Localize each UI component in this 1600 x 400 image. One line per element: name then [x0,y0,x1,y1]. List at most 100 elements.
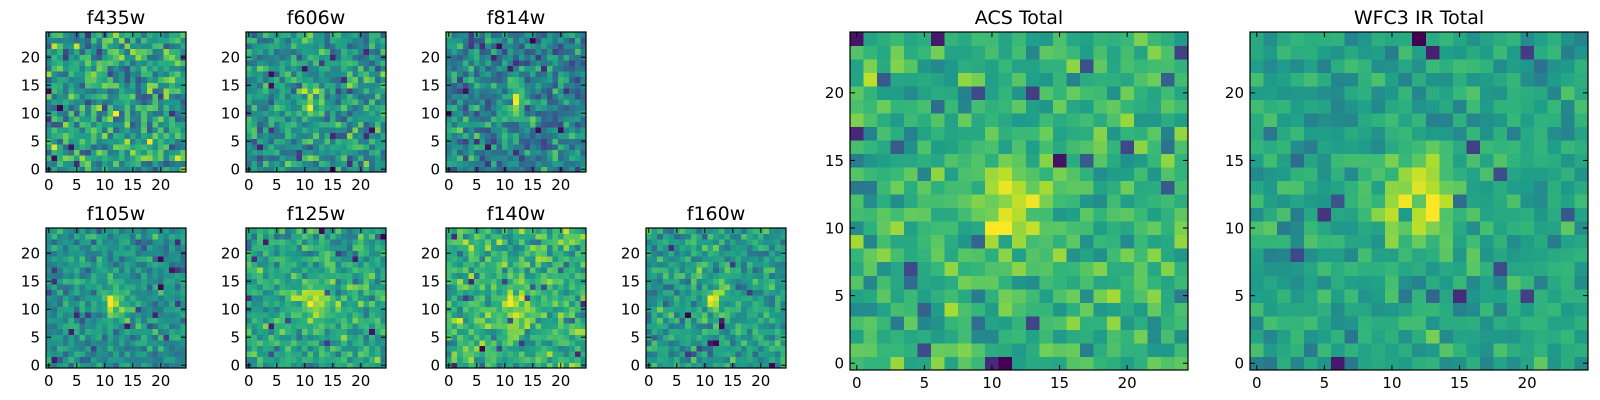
heatmap-cell [462,334,469,341]
heatmap-cell [96,250,103,257]
heatmap-cell [102,149,108,156]
heatmap-cell [363,317,370,324]
heatmap-cell [51,32,58,38]
heatmap-cell [279,267,286,274]
heatmap-cell [374,166,381,173]
heatmap-cell [158,104,164,111]
heatmap-cell [496,356,503,363]
heatmap-cell [79,138,86,145]
heatmap-cell [346,121,353,128]
heatmap-cell [446,149,452,156]
heatmap-cell [707,340,714,346]
heatmap-cell [904,194,918,209]
heatmap-cell [174,144,181,150]
heatmap-cell [107,233,114,240]
heatmap-cell [74,54,80,61]
heatmap-cell [580,37,587,44]
heatmap-cell [174,48,181,55]
heatmap-cell [262,110,269,117]
heatmap-cell [569,32,576,38]
heatmap-cell [307,317,314,324]
heatmap-cell [174,43,181,50]
heatmap-cell [62,32,69,38]
heatmap-cell [302,116,308,122]
heatmap-cell [546,121,553,128]
heatmap-cell [541,317,548,324]
heatmap-cell [474,149,480,156]
heatmap-cell [174,71,181,78]
heatmap-cell [285,300,292,307]
heatmap-cell [307,334,314,341]
heatmap-cell [313,356,320,363]
heatmap-cell [68,32,75,38]
heatmap-cell [363,43,370,50]
heatmap-cell [569,37,576,44]
heatmap-cell [79,99,86,106]
heatmap-cell [318,65,325,72]
x-tick-label: 10 [495,176,514,194]
heatmap-cell [152,160,159,167]
heatmap-cell [944,261,959,276]
heatmap-cell [735,340,742,346]
heatmap-cell [546,362,553,369]
heatmap-cell [451,93,458,100]
heatmap-cell [124,233,131,240]
heatmap-cell [341,323,348,330]
heatmap-cell [102,323,108,330]
heatmap-cell [971,356,986,371]
heatmap-cell [313,317,320,324]
heatmap-cell [1039,342,1054,357]
heatmap-cell [62,37,69,44]
heatmap-cell [330,116,336,122]
heatmap-cell [118,267,125,274]
heatmap-cell [563,71,570,78]
heatmap-cell [877,261,891,276]
heatmap-cell [302,328,308,335]
heatmap-cell [513,295,520,302]
heatmap-cell [335,362,342,369]
heatmap-cell [507,312,514,318]
heatmap-cell [318,356,325,363]
heatmap-cell [169,104,176,111]
heatmap-cell [1106,180,1121,195]
heatmap-cell [62,71,69,78]
heatmap-cell [62,149,69,156]
heatmap-cell [274,116,280,122]
heatmap-cell [251,295,258,302]
heatmap-cell [107,93,114,100]
heatmap-cell [546,250,553,257]
heatmap-cell [113,250,120,257]
heatmap-cell [307,244,314,251]
heatmap-cell [46,88,52,94]
heatmap-cell [468,278,475,285]
heatmap-cell [352,37,359,44]
heatmap-cell [998,288,1013,303]
heatmap-cell [374,76,381,83]
heatmap-cell [490,272,497,279]
heatmap-cell [535,295,542,302]
heatmap-cell [507,54,514,61]
heatmap-cell [457,37,464,44]
heatmap-cell [102,289,108,296]
heatmap-cell [180,60,187,66]
heatmap-cell [290,104,297,111]
heatmap-cell [118,54,125,61]
heatmap-cell [546,312,553,318]
heatmap-cell [530,261,536,268]
heatmap-cell [696,272,703,279]
heatmap-cell [85,334,92,341]
heatmap-cell [1120,356,1135,371]
heatmap-cell [1147,342,1162,357]
heatmap-cell [563,244,570,251]
heatmap-cell [363,32,370,38]
heatmap-cell [485,166,492,173]
heatmap-cell [763,261,770,268]
heatmap-cell [462,284,469,290]
heatmap-cell [51,345,58,352]
heatmap-cell [451,328,458,335]
heatmap-cell [457,272,464,279]
heatmap-cell [307,261,314,268]
heatmap-cell [451,284,458,290]
heatmap-cell [758,239,764,246]
